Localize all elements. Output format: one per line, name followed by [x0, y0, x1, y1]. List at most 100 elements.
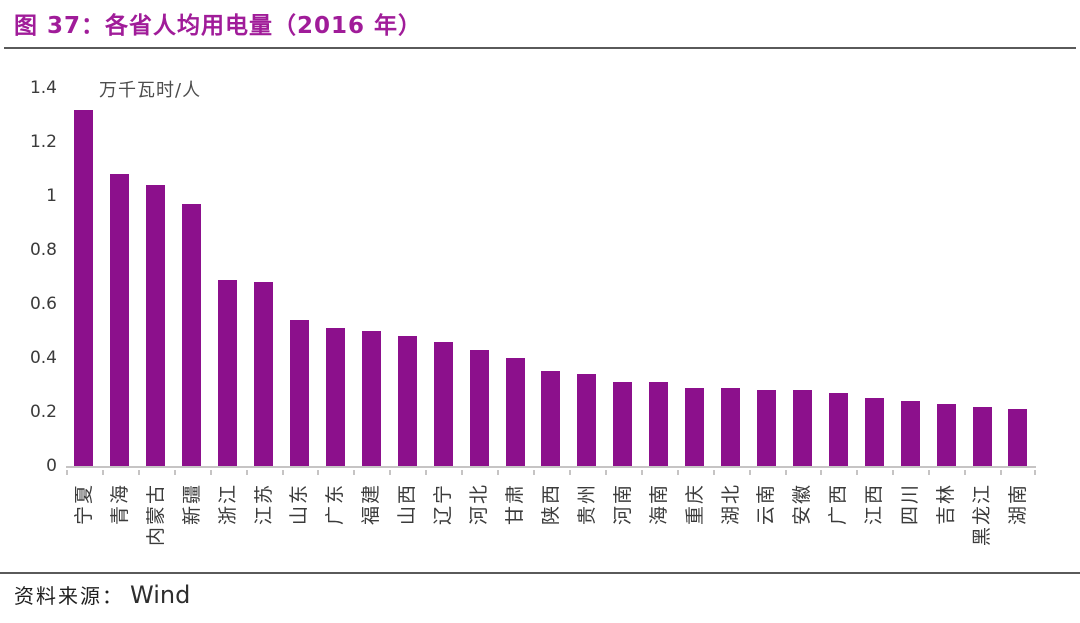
title-divider [4, 47, 1076, 49]
x-tick [282, 470, 284, 475]
x-label-cell: 山东 [282, 477, 318, 577]
y-tick-label: 1 [46, 186, 57, 206]
x-tick [641, 470, 643, 475]
x-tick [964, 470, 966, 475]
x-label-cell: 吉林 [928, 477, 964, 577]
bar-湖北 [721, 388, 741, 466]
x-axis-ticks [66, 470, 1036, 475]
bar-福建 [361, 331, 381, 466]
bar-江苏 [254, 282, 274, 466]
bar-广东 [325, 328, 345, 466]
x-tick [497, 470, 499, 475]
bar-slot [641, 88, 677, 466]
bar-slot [964, 88, 1000, 466]
x-label: 福建 [360, 483, 383, 526]
figure-title: 图 37：各省人均用电量（2016 年） [14, 13, 423, 39]
y-tick-label: 0.6 [29, 294, 57, 314]
bar-slot [66, 88, 102, 466]
x-label: 山东 [288, 483, 311, 526]
x-tick [533, 470, 535, 475]
bar-湖南 [1008, 409, 1028, 466]
x-label: 河北 [468, 483, 491, 526]
y-tick-label: 1.2 [29, 132, 57, 152]
x-label: 甘肃 [504, 483, 527, 526]
x-tick [1000, 470, 1002, 475]
x-tick [856, 470, 858, 475]
bar-四川 [900, 401, 920, 466]
x-label: 江西 [863, 483, 886, 526]
x-label-cell: 江苏 [246, 477, 282, 577]
bar-甘肃 [505, 358, 525, 466]
x-tick [138, 470, 140, 475]
bar-陕西 [541, 371, 561, 466]
footer-divider [0, 572, 1080, 574]
x-label-cell: 湖北 [713, 477, 749, 577]
x-tick [569, 470, 571, 475]
bar-重庆 [685, 388, 705, 466]
x-label: 宁夏 [72, 483, 95, 526]
x-label: 安徽 [791, 483, 814, 526]
bar-河北 [469, 350, 489, 466]
x-label-cell: 安徽 [784, 477, 820, 577]
source-note: 资料来源： Wind [14, 580, 190, 609]
y-axis-unit-label: 万千瓦时/人 [99, 80, 202, 101]
x-tick [317, 470, 319, 475]
bar-slot [605, 88, 641, 466]
source-value: Wind [130, 581, 191, 609]
x-tick [605, 470, 607, 475]
bar-山东 [289, 320, 309, 466]
x-tick [246, 470, 248, 475]
x-label: 广西 [827, 483, 850, 526]
x-tick [749, 470, 751, 475]
x-label-cell: 陕西 [533, 477, 569, 577]
bar-slot [820, 88, 856, 466]
bar-云南 [756, 390, 776, 466]
x-label-cell: 内蒙古 [138, 477, 174, 577]
x-tick [425, 470, 427, 475]
bar-slot [210, 88, 246, 466]
y-tick-label: 1.4 [29, 78, 57, 98]
bar-安徽 [792, 390, 812, 466]
bar-黑龙江 [972, 407, 992, 466]
x-tick [174, 470, 176, 475]
x-label-cell: 河北 [461, 477, 497, 577]
x-tick [102, 470, 104, 475]
x-label: 山西 [396, 483, 419, 526]
x-label-cell: 福建 [353, 477, 389, 577]
bar-海南 [649, 382, 669, 466]
bar-slot [713, 88, 749, 466]
bar-slot [677, 88, 713, 466]
x-label-cell: 山西 [389, 477, 425, 577]
bar-slot [461, 88, 497, 466]
x-label-cell: 新疆 [174, 477, 210, 577]
bar-slot [533, 88, 569, 466]
x-label: 新疆 [180, 483, 203, 526]
x-tick [677, 470, 679, 475]
x-label: 浙江 [216, 483, 239, 526]
bar-新疆 [182, 204, 202, 466]
x-tick [820, 470, 822, 475]
x-label: 辽宁 [432, 483, 455, 526]
bar-slot [282, 88, 318, 466]
x-label: 四川 [899, 483, 922, 526]
bar-辽宁 [433, 342, 453, 466]
x-label: 陕西 [539, 483, 562, 526]
x-label-cell: 江西 [856, 477, 892, 577]
x-label: 广东 [324, 483, 347, 526]
x-label: 海南 [647, 483, 670, 526]
bar-slot [425, 88, 461, 466]
x-tick [785, 470, 787, 475]
x-label: 河南 [611, 483, 634, 526]
x-tick [353, 470, 355, 475]
x-label-cell: 重庆 [677, 477, 713, 577]
x-label-cell: 河南 [605, 477, 641, 577]
bar-slot [892, 88, 928, 466]
x-label-cell: 海南 [641, 477, 677, 577]
x-label: 湖南 [1006, 483, 1029, 526]
x-label: 湖北 [719, 483, 742, 526]
bar-slot [784, 88, 820, 466]
bar-slot [856, 88, 892, 466]
bar-slot [246, 88, 282, 466]
x-tick [892, 470, 894, 475]
